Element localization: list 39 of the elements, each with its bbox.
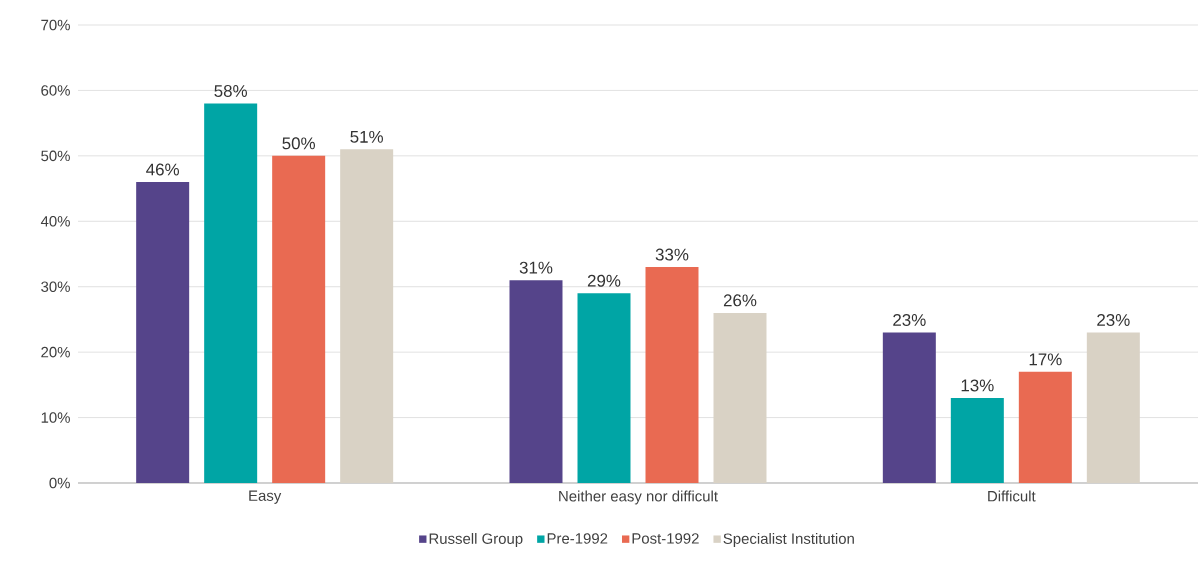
bar: [136, 182, 190, 483]
data-label: 51%: [350, 130, 383, 143]
bar: [882, 332, 936, 483]
legend-label: Specialist Institution: [723, 532, 854, 547]
y-tick-label: 10%: [41, 412, 70, 423]
data-label: 31%: [519, 261, 553, 274]
data-label: 17%: [1029, 353, 1062, 366]
data-label: 46%: [146, 163, 179, 176]
legend-label: Post-1992: [632, 533, 699, 544]
y-tick-label: 0%: [49, 477, 70, 489]
data-label: 13%: [961, 379, 994, 392]
x-tick-label: Difficult: [988, 490, 1036, 502]
y-tick-label: 20%: [41, 346, 70, 358]
y-tick-label: 70%: [41, 19, 70, 31]
bar: [1086, 332, 1140, 483]
data-label: 23%: [1097, 314, 1130, 326]
legend-label: Russell Group: [429, 532, 523, 547]
bar: [950, 397, 1004, 483]
data-label: 50%: [282, 137, 315, 150]
y-tick-label: 30%: [41, 281, 70, 292]
legend-label: Pre-1992: [547, 533, 608, 544]
bar: [509, 280, 563, 483]
y-tick-label: 40%: [40, 215, 70, 227]
bar: [713, 312, 767, 483]
bar: [1018, 371, 1072, 483]
data-label: 33%: [655, 248, 689, 261]
y-tick-label: 60%: [41, 85, 70, 96]
bar: [340, 149, 394, 483]
bar: [204, 103, 258, 483]
x-tick-label: Easy: [249, 490, 282, 504]
bar: [272, 155, 326, 483]
data-label: 23%: [893, 314, 926, 326]
data-label: 58%: [214, 85, 247, 97]
x-tick-label: Neither easy nor difficult: [559, 490, 718, 505]
data-label: 26%: [723, 294, 757, 307]
bar: [645, 267, 699, 483]
y-tick-label: 50%: [41, 150, 70, 162]
data-label: 29%: [587, 274, 621, 287]
bar: [577, 293, 631, 483]
